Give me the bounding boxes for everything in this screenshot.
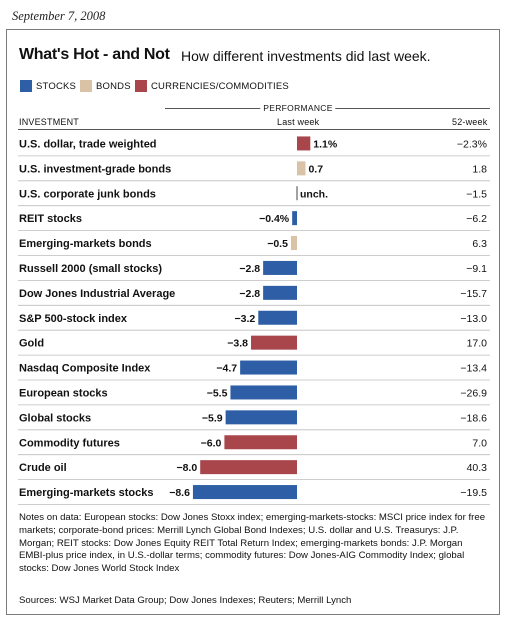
category-label: Commodity futures xyxy=(19,437,120,449)
legend-swatch-bonds xyxy=(80,80,92,92)
category-label: Nasdaq Composite Index xyxy=(19,363,151,375)
bar xyxy=(258,310,297,325)
week52-label: 17.0 xyxy=(467,338,488,350)
bar xyxy=(192,485,297,500)
legend-label-bonds: BONDS xyxy=(96,81,131,92)
week52-header: 52-week xyxy=(452,117,488,127)
category-label: U.S. corporate junk bonds xyxy=(19,188,156,200)
value-label: 1.1% xyxy=(313,138,338,150)
value-label: −3.2 xyxy=(235,313,256,325)
bar xyxy=(263,260,297,275)
value-label: −8.6 xyxy=(169,487,190,499)
week52-label: −15.7 xyxy=(460,288,487,300)
category-label: European stocks xyxy=(19,387,108,399)
week52-label: −18.6 xyxy=(460,412,487,424)
category-label: Emerging-markets bonds xyxy=(19,238,152,250)
bar xyxy=(225,410,297,425)
sources-line: Sources: WSJ Market Data Group; Dow Jone… xyxy=(19,595,352,606)
value-label: −4.7 xyxy=(216,363,237,375)
category-label: Dow Jones Industrial Average xyxy=(19,288,175,300)
week52-label: −2.3% xyxy=(457,138,487,150)
chart-subtitle: How different investments did last week. xyxy=(181,48,431,64)
bar xyxy=(292,211,297,226)
bar xyxy=(240,360,297,375)
last-week-header: Last week xyxy=(277,117,320,127)
value-label: −2.8 xyxy=(239,288,260,300)
category-label: Russell 2000 (small stocks) xyxy=(19,263,162,275)
bar xyxy=(224,435,297,450)
performance-header: PERFORMANCE xyxy=(260,103,336,113)
bar xyxy=(230,385,297,400)
value-label: unch. xyxy=(300,188,328,200)
value-label: −0.4% xyxy=(259,213,290,225)
week52-label: −26.9 xyxy=(460,387,487,399)
category-label: S&P 500-stock index xyxy=(19,313,128,325)
category-label: Emerging-markets stocks xyxy=(19,487,154,499)
category-label: Global stocks xyxy=(19,412,91,424)
value-label: −5.9 xyxy=(202,412,223,424)
date-line: September 7, 2008 xyxy=(12,9,106,23)
bar xyxy=(297,136,311,151)
category-label: Crude oil xyxy=(19,462,67,474)
bar xyxy=(251,335,297,350)
week52-label: −13.4 xyxy=(460,363,487,375)
week52-label: −9.1 xyxy=(466,263,487,275)
week52-label: 6.3 xyxy=(472,238,487,250)
week52-label: 1.8 xyxy=(472,163,487,175)
legend-label-currencies-commodities: CURRENCIES/COMMODITIES xyxy=(151,81,289,92)
category-label: REIT stocks xyxy=(19,213,82,225)
legend-label-stocks: STOCKS xyxy=(36,81,77,92)
week52-label: 7.0 xyxy=(472,437,487,449)
bar xyxy=(263,285,297,300)
week52-label: −1.5 xyxy=(466,188,487,200)
category-label: Gold xyxy=(19,338,44,350)
week52-label: −6.2 xyxy=(466,213,487,225)
bar xyxy=(200,460,297,475)
value-label: 0.7 xyxy=(308,163,323,175)
chart-frame xyxy=(6,29,500,615)
week52-label: −13.0 xyxy=(460,313,487,325)
bar xyxy=(290,236,297,251)
notes-on-data: Notes on data: European stocks: Dow Jone… xyxy=(19,512,486,575)
week52-label: −19.5 xyxy=(460,487,487,499)
value-label: −5.5 xyxy=(207,387,228,399)
zero-tick xyxy=(296,186,298,201)
value-label: −8.0 xyxy=(176,462,197,474)
value-label: −6.0 xyxy=(201,437,222,449)
investment-header: INVESTMENT xyxy=(19,117,80,127)
value-label: −3.8 xyxy=(227,338,248,350)
value-label: −2.8 xyxy=(239,263,260,275)
week52-label: 40.3 xyxy=(467,462,488,474)
value-label: −0.5 xyxy=(267,238,288,250)
header-rule xyxy=(18,129,490,130)
category-label: U.S. dollar, trade weighted xyxy=(19,138,157,150)
legend-swatch-currencies-commodities xyxy=(135,80,147,92)
category-label: U.S. investment-grade bonds xyxy=(19,163,171,175)
legend-swatch-stocks xyxy=(20,80,32,92)
bar xyxy=(297,161,306,176)
chart-title: What's Hot - and Not xyxy=(19,46,170,63)
